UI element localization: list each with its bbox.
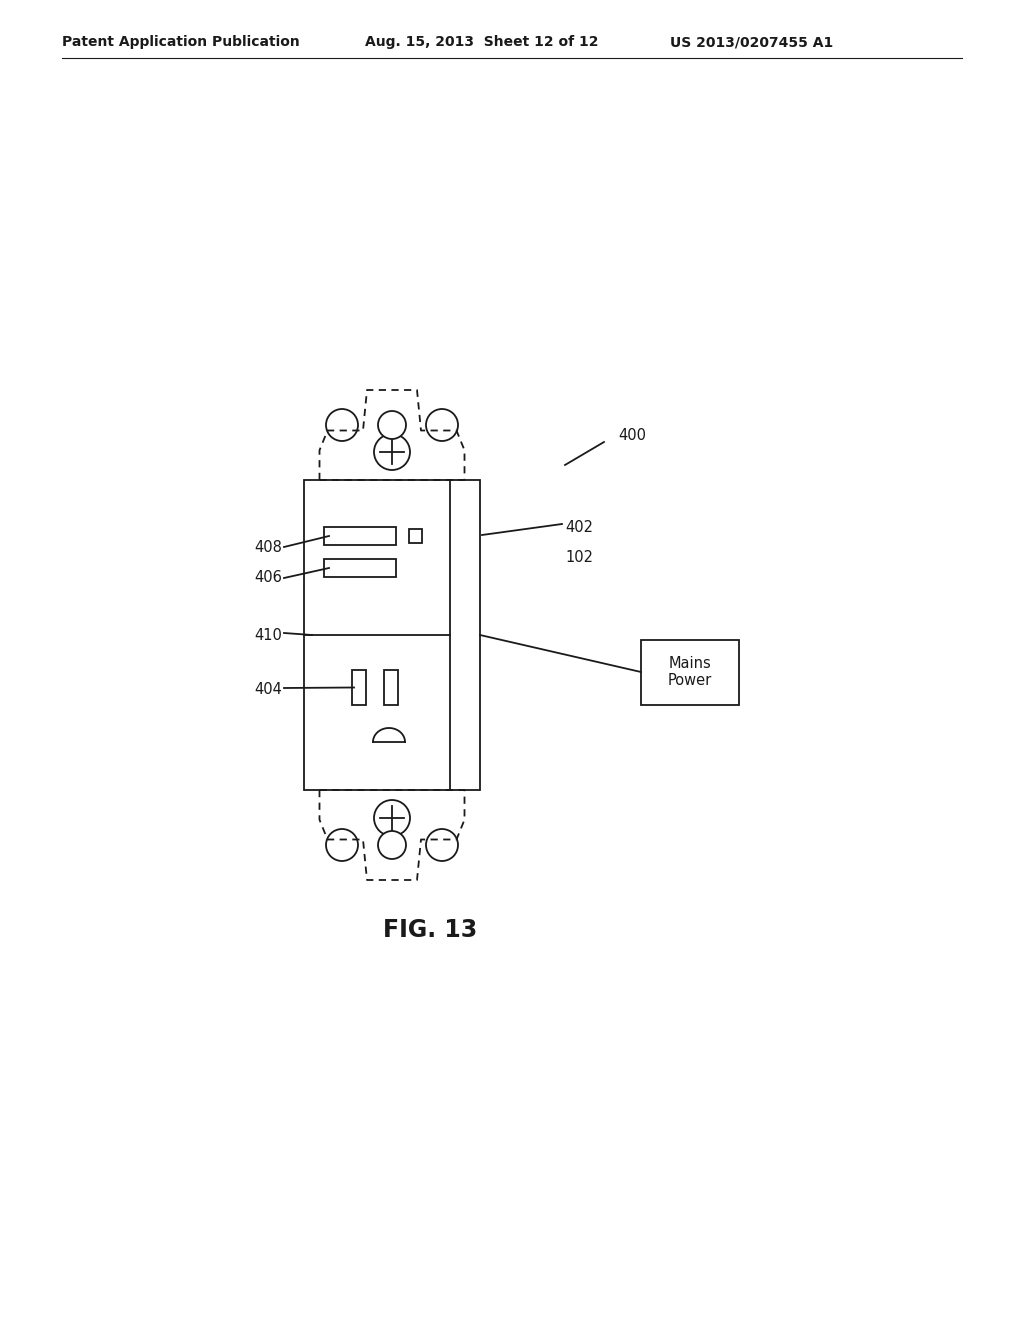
Bar xyxy=(409,529,422,543)
Bar xyxy=(384,671,398,705)
Text: Mains
Power: Mains Power xyxy=(668,656,712,688)
Bar xyxy=(304,480,480,789)
Circle shape xyxy=(426,829,458,861)
Text: 408: 408 xyxy=(254,540,282,554)
Text: US 2013/0207455 A1: US 2013/0207455 A1 xyxy=(670,36,834,49)
Text: Aug. 15, 2013  Sheet 12 of 12: Aug. 15, 2013 Sheet 12 of 12 xyxy=(365,36,598,49)
Bar xyxy=(352,671,366,705)
Text: Patent Application Publication: Patent Application Publication xyxy=(62,36,300,49)
Text: 400: 400 xyxy=(618,428,646,442)
Text: 404: 404 xyxy=(254,682,282,697)
Circle shape xyxy=(374,800,410,836)
Text: FIG. 13: FIG. 13 xyxy=(383,917,477,942)
Circle shape xyxy=(426,409,458,441)
Circle shape xyxy=(326,409,358,441)
Text: 410: 410 xyxy=(254,627,282,643)
Circle shape xyxy=(374,434,410,470)
Bar xyxy=(324,527,396,545)
Bar xyxy=(641,639,739,705)
Circle shape xyxy=(378,832,406,859)
Text: 102: 102 xyxy=(565,550,593,565)
Text: 406: 406 xyxy=(254,570,282,586)
Circle shape xyxy=(326,829,358,861)
Circle shape xyxy=(378,411,406,440)
Text: 402: 402 xyxy=(565,520,593,535)
Bar xyxy=(324,558,396,577)
